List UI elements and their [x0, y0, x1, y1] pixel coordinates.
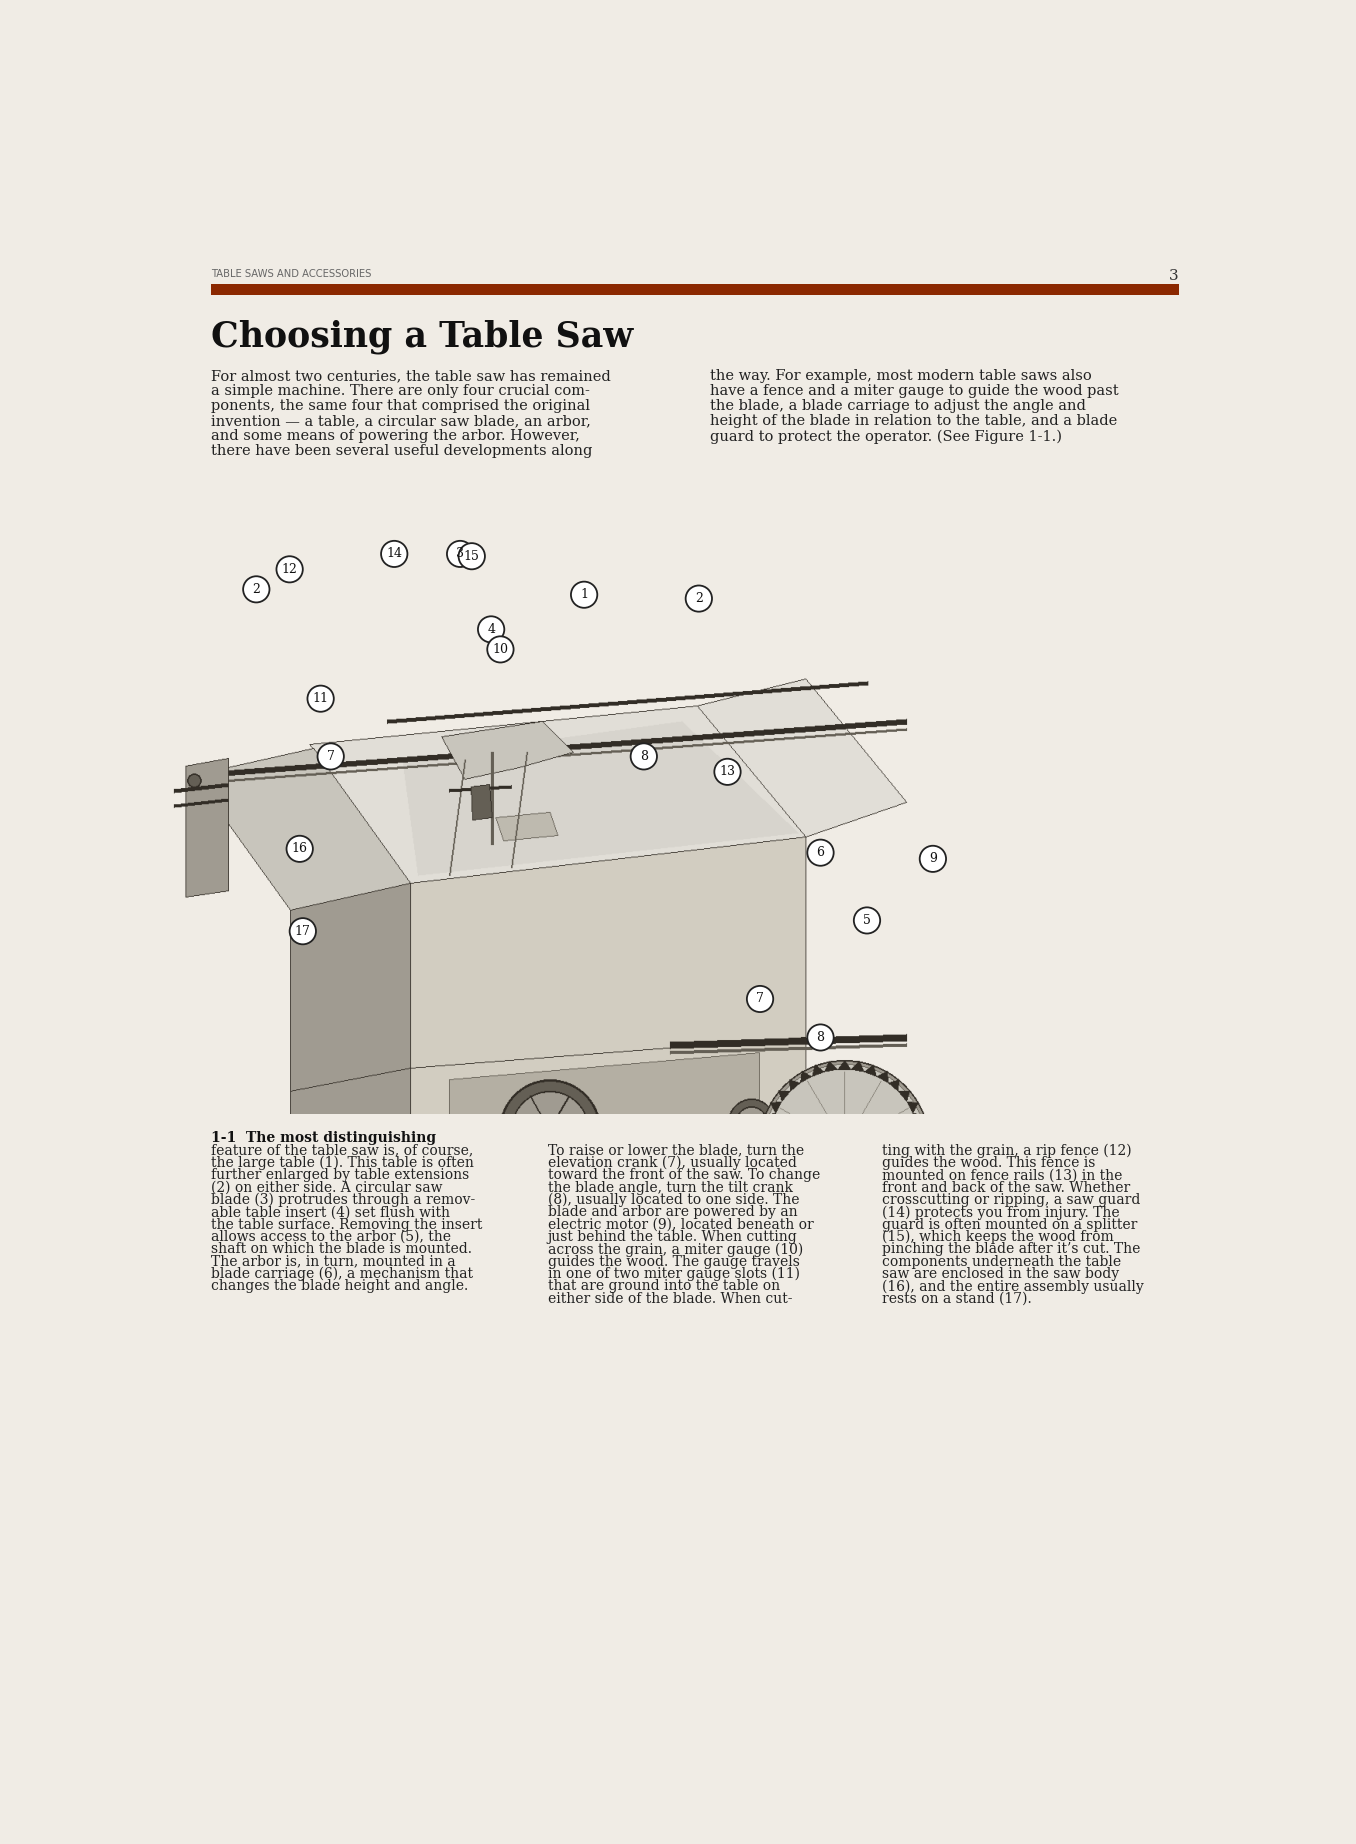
- Text: 5: 5: [862, 915, 871, 928]
- Circle shape: [381, 540, 407, 566]
- Text: components underneath the table: components underneath the table: [883, 1254, 1121, 1269]
- Text: 1: 1: [580, 588, 589, 601]
- Text: 3: 3: [456, 548, 464, 561]
- Text: 10: 10: [492, 644, 508, 656]
- Text: allows access to the arbor (5), the: allows access to the arbor (5), the: [212, 1230, 452, 1245]
- Text: 2: 2: [252, 583, 260, 596]
- Text: the table surface. Removing the insert: the table surface. Removing the insert: [212, 1217, 483, 1232]
- Text: that are ground into the table on: that are ground into the table on: [548, 1280, 780, 1293]
- Circle shape: [807, 839, 834, 867]
- Circle shape: [290, 918, 316, 944]
- Text: front and back of the saw. Whether: front and back of the saw. Whether: [883, 1180, 1131, 1195]
- Text: 4: 4: [487, 623, 495, 636]
- Text: invention — a table, a circular saw blade, an arbor,: invention — a table, a circular saw blad…: [212, 415, 591, 428]
- Text: guides the wood. This fence is: guides the wood. This fence is: [883, 1156, 1096, 1171]
- Text: pinching the blade after it’s cut. The: pinching the blade after it’s cut. The: [883, 1243, 1140, 1256]
- Text: 2: 2: [694, 592, 702, 605]
- Text: changes the blade height and angle.: changes the blade height and angle.: [212, 1280, 469, 1293]
- Text: 16: 16: [292, 843, 308, 856]
- Text: blade and arbor are powered by an: blade and arbor are powered by an: [548, 1206, 797, 1219]
- Text: crosscutting or ripping, a saw guard: crosscutting or ripping, a saw guard: [883, 1193, 1140, 1208]
- Text: 12: 12: [282, 562, 297, 575]
- Text: (15), which keeps the wood from: (15), which keeps the wood from: [883, 1230, 1115, 1245]
- Text: either side of the blade. When cut-: either side of the blade. When cut-: [548, 1291, 792, 1306]
- Circle shape: [807, 1025, 834, 1051]
- Text: height of the blade in relation to the table, and a blade: height of the blade in relation to the t…: [711, 415, 1117, 428]
- Text: a simple machine. There are only four crucial com-: a simple machine. There are only four cr…: [212, 384, 590, 398]
- Text: 6: 6: [816, 846, 824, 859]
- Text: the blade angle, turn the tilt crank: the blade angle, turn the tilt crank: [548, 1180, 793, 1195]
- Text: 1-1  The most distinguishing: 1-1 The most distinguishing: [212, 1132, 437, 1145]
- Circle shape: [477, 616, 504, 642]
- Text: able table insert (4) set flush with: able table insert (4) set flush with: [212, 1206, 450, 1219]
- Text: 13: 13: [720, 765, 735, 778]
- Text: blade (3) protrudes through a remov-: blade (3) protrudes through a remov-: [212, 1193, 476, 1208]
- Text: toward the front of the saw. To change: toward the front of the saw. To change: [548, 1169, 820, 1182]
- Text: 8: 8: [816, 1031, 824, 1044]
- Circle shape: [571, 581, 597, 609]
- Circle shape: [447, 540, 473, 566]
- Text: For almost two centuries, the table saw has remained: For almost two centuries, the table saw …: [212, 369, 612, 384]
- Circle shape: [317, 743, 344, 769]
- Circle shape: [686, 586, 712, 612]
- Text: ponents, the same four that comprised the original: ponents, the same four that comprised th…: [212, 398, 590, 413]
- Text: (2) on either side. A circular saw: (2) on either side. A circular saw: [212, 1180, 443, 1195]
- Text: (8), usually located to one side. The: (8), usually located to one side. The: [548, 1193, 799, 1208]
- Text: rests on a stand (17).: rests on a stand (17).: [883, 1291, 1032, 1306]
- Text: mounted on fence rails (13) in the: mounted on fence rails (13) in the: [883, 1169, 1123, 1182]
- Circle shape: [277, 557, 302, 583]
- Text: 14: 14: [386, 548, 403, 561]
- Circle shape: [854, 907, 880, 933]
- Circle shape: [487, 636, 514, 662]
- Text: elevation crank (7), usually located: elevation crank (7), usually located: [548, 1156, 796, 1171]
- Text: feature of the table saw is, of course,: feature of the table saw is, of course,: [212, 1143, 473, 1158]
- Circle shape: [747, 987, 773, 1012]
- Text: 3: 3: [1169, 269, 1178, 282]
- Text: shaft on which the blade is mounted.: shaft on which the blade is mounted.: [212, 1243, 472, 1256]
- Text: guard to protect the operator. (See Figure 1-1.): guard to protect the operator. (See Figu…: [711, 430, 1063, 444]
- Text: have a fence and a miter gauge to guide the wood past: have a fence and a miter gauge to guide …: [711, 384, 1119, 398]
- Text: Choosing a Table Saw: Choosing a Table Saw: [212, 319, 633, 354]
- Bar: [212, 284, 1178, 295]
- Circle shape: [286, 835, 313, 861]
- Text: TABLE SAWS AND ACCESSORIES: TABLE SAWS AND ACCESSORIES: [212, 269, 372, 278]
- Text: electric motor (9), located beneath or: electric motor (9), located beneath or: [548, 1217, 814, 1232]
- Text: To raise or lower the blade, turn the: To raise or lower the blade, turn the: [548, 1143, 804, 1158]
- Text: 9: 9: [929, 852, 937, 865]
- Text: 17: 17: [294, 924, 311, 939]
- Circle shape: [458, 544, 485, 570]
- Text: there have been several useful developments along: there have been several useful developme…: [212, 444, 593, 457]
- Text: across the grain, a miter gauge (10): across the grain, a miter gauge (10): [548, 1243, 803, 1258]
- Circle shape: [631, 743, 656, 769]
- Text: further enlarged by table extensions: further enlarged by table extensions: [212, 1169, 469, 1182]
- Text: in one of two miter gauge slots (11): in one of two miter gauge slots (11): [548, 1267, 800, 1282]
- Text: (16), and the entire assembly usually: (16), and the entire assembly usually: [883, 1280, 1144, 1294]
- Circle shape: [243, 577, 270, 603]
- Text: ting with the grain, a rip fence (12): ting with the grain, a rip fence (12): [883, 1143, 1132, 1158]
- Text: (14) protects you from injury. The: (14) protects you from injury. The: [883, 1206, 1120, 1219]
- Text: blade carriage (6), a mechanism that: blade carriage (6), a mechanism that: [212, 1267, 473, 1282]
- Text: just behind the table. When cutting: just behind the table. When cutting: [548, 1230, 797, 1245]
- Text: 8: 8: [640, 751, 648, 763]
- Text: the blade, a blade carriage to adjust the angle and: the blade, a blade carriage to adjust th…: [711, 398, 1086, 413]
- Circle shape: [715, 758, 740, 786]
- Circle shape: [308, 686, 334, 712]
- Text: the large table (1). This table is often: the large table (1). This table is often: [212, 1156, 475, 1171]
- Text: saw are enclosed in the saw body: saw are enclosed in the saw body: [883, 1267, 1120, 1282]
- Text: and some means of powering the arbor. However,: and some means of powering the arbor. Ho…: [212, 430, 580, 443]
- Text: 15: 15: [464, 550, 480, 562]
- Text: The arbor is, in turn, mounted in a: The arbor is, in turn, mounted in a: [212, 1254, 456, 1269]
- Circle shape: [919, 846, 946, 872]
- Text: the way. For example, most modern table saws also: the way. For example, most modern table …: [711, 369, 1092, 384]
- Text: 7: 7: [327, 751, 335, 763]
- Text: 7: 7: [757, 992, 763, 1005]
- Text: 11: 11: [313, 692, 328, 704]
- Text: guard is often mounted on a splitter: guard is often mounted on a splitter: [883, 1217, 1138, 1232]
- Text: guides the wood. The gauge travels: guides the wood. The gauge travels: [548, 1254, 800, 1269]
